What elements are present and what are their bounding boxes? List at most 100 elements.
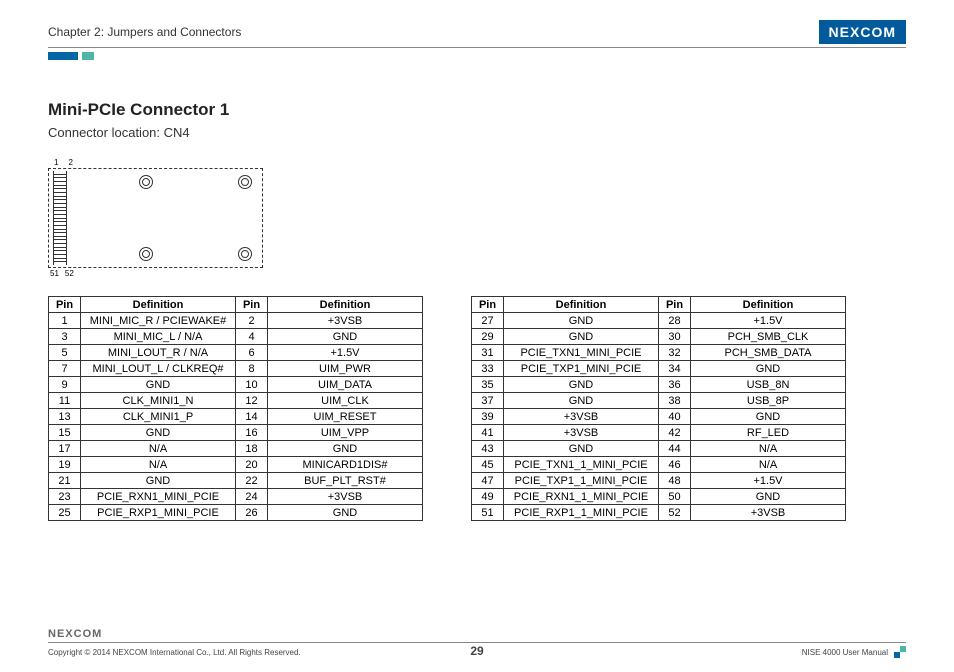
def-cell: CLK_MINI1_N <box>81 393 236 409</box>
pin-cell: 29 <box>472 329 504 345</box>
pin-cell: 27 <box>472 313 504 329</box>
brand-logo-bottom: NEXCOM <box>48 628 906 640</box>
def-cell: +3VSB <box>504 409 659 425</box>
pin-cell: 12 <box>236 393 268 409</box>
screw-icon <box>238 247 252 261</box>
pin-cell: 47 <box>472 473 504 489</box>
pin-cell: 43 <box>472 441 504 457</box>
pin-cell: 1 <box>49 313 81 329</box>
pin-cell: 22 <box>236 473 268 489</box>
pin-cell: 34 <box>659 361 691 377</box>
def-cell: PCIE_RXP1_1_MINI_PCIE <box>504 505 659 521</box>
table-row: 31PCIE_TXN1_MINI_PCIE32PCH_SMB_DATA <box>472 345 846 361</box>
def-cell: BUF_PLT_RST# <box>268 473 423 489</box>
pin-cell: 23 <box>49 489 81 505</box>
def-cell: +1.5V <box>691 313 846 329</box>
screw-icon <box>139 247 153 261</box>
def-cell: UIM_DATA <box>268 377 423 393</box>
pin-cell: 35 <box>472 377 504 393</box>
def-cell: GND <box>81 425 236 441</box>
def-cell: GND <box>691 409 846 425</box>
table-row: 23PCIE_RXN1_MINI_PCIE24+3VSB <box>49 489 423 505</box>
tables-container: Pin Definition Pin Definition 1MINI_MIC_… <box>48 296 906 521</box>
def-cell: GND <box>268 505 423 521</box>
pin-label-51: 51 <box>50 269 59 278</box>
pin-cell: 24 <box>236 489 268 505</box>
th-pin: Pin <box>659 297 691 313</box>
def-cell: PCIE_RXN1_1_MINI_PCIE <box>504 489 659 505</box>
section-subtitle: Connector location: CN4 <box>48 125 906 140</box>
def-cell: +3VSB <box>268 313 423 329</box>
pin-cell: 5 <box>49 345 81 361</box>
def-cell: N/A <box>691 441 846 457</box>
def-cell: +3VSB <box>268 489 423 505</box>
copyright-text: Copyright © 2014 NEXCOM International Co… <box>48 648 301 657</box>
def-cell: PCH_SMB_CLK <box>691 329 846 345</box>
pin-label-1: 1 <box>54 158 58 167</box>
connector-diagram: 1 2 51 52 <box>48 158 906 278</box>
pin-cell: 7 <box>49 361 81 377</box>
pin-cell: 13 <box>49 409 81 425</box>
def-cell: PCIE_TXP1_1_MINI_PCIE <box>504 473 659 489</box>
def-cell: N/A <box>691 457 846 473</box>
def-cell: +1.5V <box>691 473 846 489</box>
def-cell: MINICARD1DIS# <box>268 457 423 473</box>
def-cell: PCH_SMB_DATA <box>691 345 846 361</box>
screw-icon <box>238 175 252 189</box>
pin-cell: 37 <box>472 393 504 409</box>
table-row: 13CLK_MINI1_P14UIM_RESET <box>49 409 423 425</box>
def-cell: MINI_MIC_R / PCIEWAKE# <box>81 313 236 329</box>
pin-cell: 46 <box>659 457 691 473</box>
corner-icon <box>894 646 906 658</box>
def-cell: PCIE_RXP1_MINI_PCIE <box>81 505 236 521</box>
def-cell: PCIE_RXN1_MINI_PCIE <box>81 489 236 505</box>
pin-cell: 49 <box>472 489 504 505</box>
table-row: 25PCIE_RXP1_MINI_PCIE26GND <box>49 505 423 521</box>
def-cell: PCIE_TXN1_1_MINI_PCIE <box>504 457 659 473</box>
pinout-table-2: Pin Definition Pin Definition 27GND28+1.… <box>471 296 846 521</box>
pin-cell: 2 <box>236 313 268 329</box>
table-row: 27GND28+1.5V <box>472 313 846 329</box>
def-cell: CLK_MINI1_P <box>81 409 236 425</box>
pin-cell: 52 <box>659 505 691 521</box>
table-row: 37GND38USB_8P <box>472 393 846 409</box>
table-row: 17N/A18GND <box>49 441 423 457</box>
def-cell: GND <box>268 441 423 457</box>
table-row: 29GND30PCH_SMB_CLK <box>472 329 846 345</box>
def-cell: PCIE_TXN1_MINI_PCIE <box>504 345 659 361</box>
pin-cell: 40 <box>659 409 691 425</box>
pin-label-52: 52 <box>65 269 74 278</box>
pin-cell: 36 <box>659 377 691 393</box>
pin-block <box>53 171 67 265</box>
pin-cell: 51 <box>472 505 504 521</box>
def-cell: GND <box>81 473 236 489</box>
table-row: 21GND22BUF_PLT_RST# <box>49 473 423 489</box>
def-cell: N/A <box>81 457 236 473</box>
def-cell: RF_LED <box>691 425 846 441</box>
def-cell: +3VSB <box>691 505 846 521</box>
pin-cell: 39 <box>472 409 504 425</box>
table-row: 35GND36USB_8N <box>472 377 846 393</box>
table-row: 33PCIE_TXP1_MINI_PCIE34GND <box>472 361 846 377</box>
def-cell: +3VSB <box>504 425 659 441</box>
pin-cell: 14 <box>236 409 268 425</box>
def-cell: UIM_VPP <box>268 425 423 441</box>
pin-cell: 15 <box>49 425 81 441</box>
def-cell: GND <box>691 489 846 505</box>
pin-cell: 44 <box>659 441 691 457</box>
th-pin: Pin <box>49 297 81 313</box>
pin-cell: 3 <box>49 329 81 345</box>
chapter-title: Chapter 2: Jumpers and Connectors <box>48 25 241 39</box>
def-cell: N/A <box>81 441 236 457</box>
table-row: 45PCIE_TXN1_1_MINI_PCIE46N/A <box>472 457 846 473</box>
def-cell: UIM_RESET <box>268 409 423 425</box>
table-row: 15GND16UIM_VPP <box>49 425 423 441</box>
page-header: Chapter 2: Jumpers and Connectors NEXCOM <box>48 20 906 48</box>
table-row: 7MINI_LOUT_L / CLKREQ#8UIM_PWR <box>49 361 423 377</box>
screw-icon <box>139 175 153 189</box>
def-cell: GND <box>504 313 659 329</box>
table-row: 41+3VSB42RF_LED <box>472 425 846 441</box>
def-cell: GND <box>81 377 236 393</box>
pin-cell: 16 <box>236 425 268 441</box>
pin-cell: 50 <box>659 489 691 505</box>
